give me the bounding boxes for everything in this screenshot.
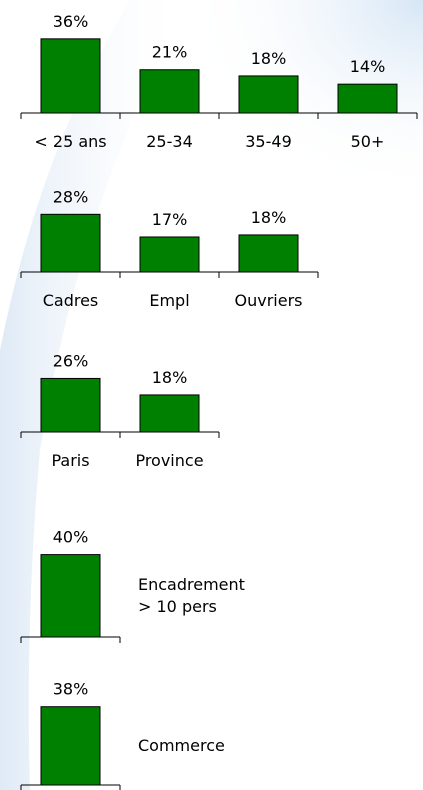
category-label: 35-49 [245,132,292,151]
category-label: Encadrement > 10 pers [138,574,245,616]
bar [139,394,200,433]
bar [238,234,299,273]
bar [238,75,299,114]
background-swoosh [0,0,190,790]
value-label: 36% [53,12,89,31]
value-label: 40% [53,528,89,547]
category-label: 25-34 [146,132,193,151]
value-label: 28% [53,187,89,206]
category-label: Empl [149,291,190,310]
value-label: 18% [251,208,287,227]
category-label: 50+ [350,132,385,151]
value-label: 21% [152,43,188,62]
category-label: < 25 ans [34,132,107,151]
value-label: 18% [251,49,287,68]
bar [139,236,200,273]
category-label: Commerce [138,735,225,755]
value-label: 17% [152,210,188,229]
bar [139,69,200,114]
category-label: Province [135,451,204,470]
bar [40,554,101,638]
value-label: 14% [350,57,386,76]
category-label: Paris [51,451,90,470]
category-label: Ouvriers [234,291,303,310]
bar [40,213,101,273]
value-label: 38% [53,680,89,699]
value-label: 18% [152,368,188,387]
bar [40,706,101,786]
bar [337,83,398,114]
bar [40,377,101,433]
bar [40,38,101,114]
category-label: Cadres [42,291,99,310]
value-label: 26% [53,351,89,370]
